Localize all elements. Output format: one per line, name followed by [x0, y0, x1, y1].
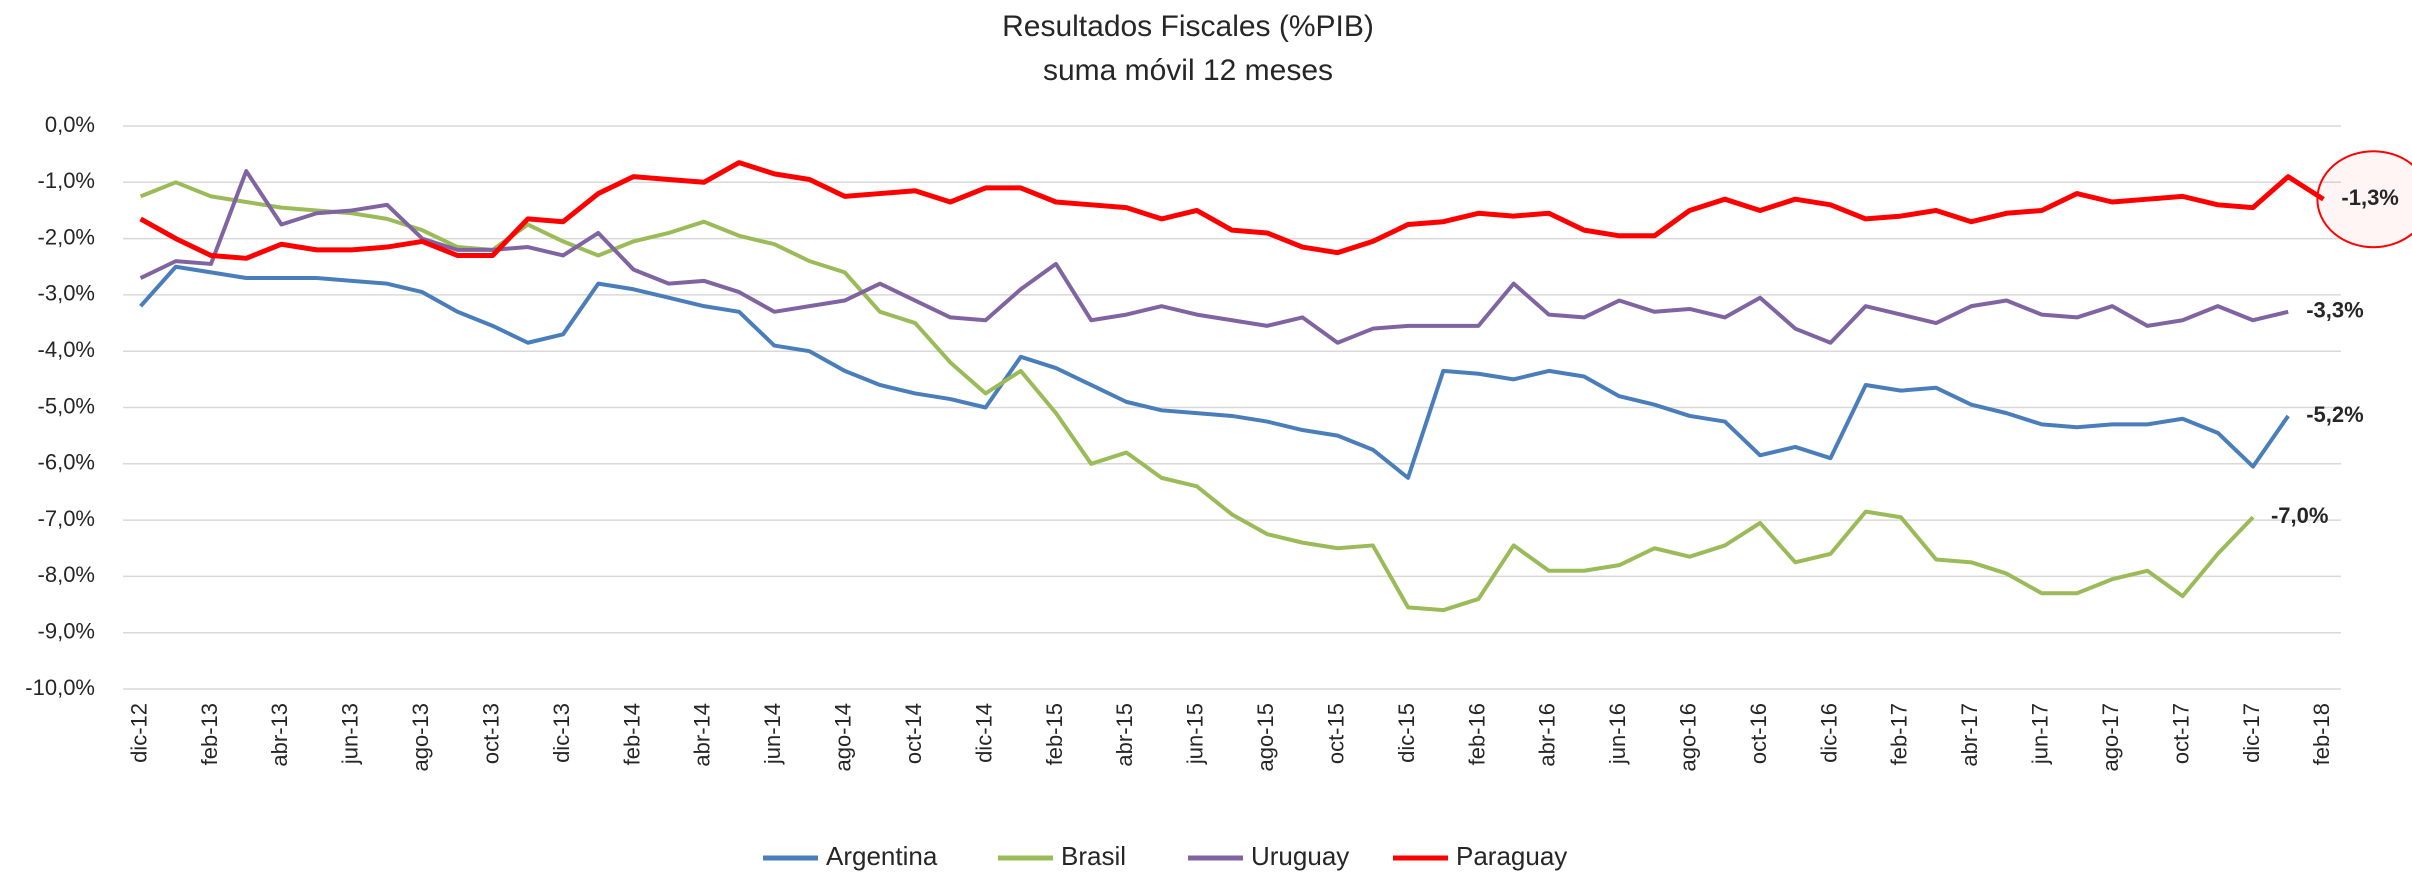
- x-tick-label: dic-13: [549, 703, 574, 763]
- x-tick-label: oct-15: [1323, 703, 1348, 764]
- legend-label: Uruguay: [1251, 841, 1349, 871]
- x-tick-label: feb-15: [1042, 703, 1067, 765]
- x-tick-label: jun-14: [760, 703, 785, 765]
- x-tick-label: jun-15: [1183, 703, 1208, 765]
- y-tick-label: -6,0%: [38, 450, 95, 475]
- y-tick-label: 0,0%: [45, 112, 95, 137]
- x-tick-label: feb-17: [1887, 703, 1912, 765]
- data-label: -1,3%: [2341, 185, 2398, 210]
- x-tick-label: jun-16: [1605, 703, 1630, 765]
- x-tick-label: abr-15: [1112, 703, 1137, 767]
- series-line: [139, 180, 2255, 613]
- series-line: [139, 264, 2290, 480]
- legend-label: Brasil: [1061, 841, 1126, 871]
- y-tick-label: -2,0%: [38, 224, 95, 249]
- x-tick-label: jun-17: [2028, 703, 2053, 765]
- x-tick-label: dic-16: [1816, 703, 1841, 763]
- x-tick-label: ago-13: [408, 703, 433, 772]
- x-tick-label: dic-15: [1394, 703, 1419, 763]
- x-tick-label: ago-17: [2098, 703, 2123, 772]
- legend-label: Argentina: [826, 841, 938, 871]
- x-tick-label: oct-13: [478, 703, 503, 764]
- y-tick-label: -3,0%: [38, 281, 95, 306]
- chart-subtitle: suma móvil 12 meses: [1043, 54, 1333, 87]
- x-tick-label: abr-17: [1957, 703, 1982, 767]
- y-tick-label: -9,0%: [38, 619, 95, 644]
- x-tick-label: abr-13: [267, 703, 292, 767]
- chart-title: Resultados Fiscales (%PIB): [1002, 10, 1374, 43]
- x-tick-label: dic-12: [126, 703, 151, 763]
- x-tick-label: jun-13: [338, 703, 363, 765]
- x-tick-label: oct-14: [901, 703, 926, 764]
- x-tick-label: oct-16: [1746, 703, 1771, 764]
- y-tick-label: -5,0%: [38, 393, 95, 418]
- y-tick-label: -4,0%: [38, 337, 95, 362]
- y-tick-label: -1,0%: [38, 168, 95, 193]
- x-tick-label: ago-16: [1675, 703, 1700, 772]
- x-tick-label: ago-14: [831, 703, 856, 772]
- data-label: -5,2%: [2306, 402, 2363, 427]
- x-tick-label: feb-16: [1464, 703, 1489, 765]
- x-tick-label: abr-14: [690, 703, 715, 767]
- y-tick-label: -7,0%: [38, 506, 95, 531]
- data-label: -7,0%: [2271, 503, 2328, 528]
- x-tick-label: ago-15: [1253, 703, 1278, 772]
- x-tick-label: oct-17: [2168, 703, 2193, 764]
- x-tick-label: feb-13: [197, 703, 222, 765]
- data-label: -3,3%: [2306, 298, 2363, 323]
- y-tick-label: -10,0%: [25, 675, 95, 700]
- legend-label: Paraguay: [1456, 841, 1567, 871]
- y-tick-label: -8,0%: [38, 562, 95, 587]
- x-tick-label: feb-14: [619, 703, 644, 765]
- x-tick-label: dic-14: [971, 703, 996, 763]
- x-tick-label: abr-16: [1535, 703, 1560, 767]
- highlight-circle: [2316, 150, 2412, 249]
- x-tick-label: dic-17: [2239, 703, 2264, 763]
- x-tick-label: feb-18: [2309, 703, 2334, 765]
- series-line: [139, 160, 2325, 261]
